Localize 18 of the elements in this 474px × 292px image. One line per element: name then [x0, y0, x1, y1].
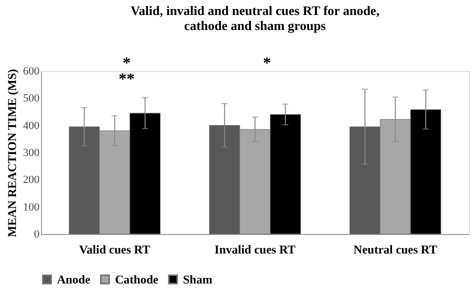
y-tick-label: 500	[23, 92, 40, 105]
x-tick-label: Valid cues RT	[79, 242, 150, 256]
legend-label: Cathode	[115, 272, 160, 286]
y-axis-title: MEAN REACTION TIME (MS)	[5, 68, 19, 238]
annotation: *	[122, 55, 131, 72]
x-tick-label: Invalid cues RT	[214, 242, 296, 256]
y-tick-label: 400	[23, 120, 40, 132]
x-tick-label: Neutral cues RT	[354, 242, 438, 256]
annotation: **	[118, 71, 135, 88]
y-tick-label: 100	[23, 201, 40, 214]
legend-label: Sham	[183, 272, 212, 286]
y-tick-label: 0	[34, 228, 40, 240]
legend-label: Anode	[57, 272, 92, 286]
y-tick-label: 200	[23, 174, 40, 186]
y-tick-label: 600	[23, 66, 40, 78]
annotation: *	[263, 55, 271, 72]
chart-title: Valid, invalid and neutral cues RT for anode, cathode and sham groups	[130, 3, 380, 33]
y-tick-label: 300	[23, 147, 40, 159]
